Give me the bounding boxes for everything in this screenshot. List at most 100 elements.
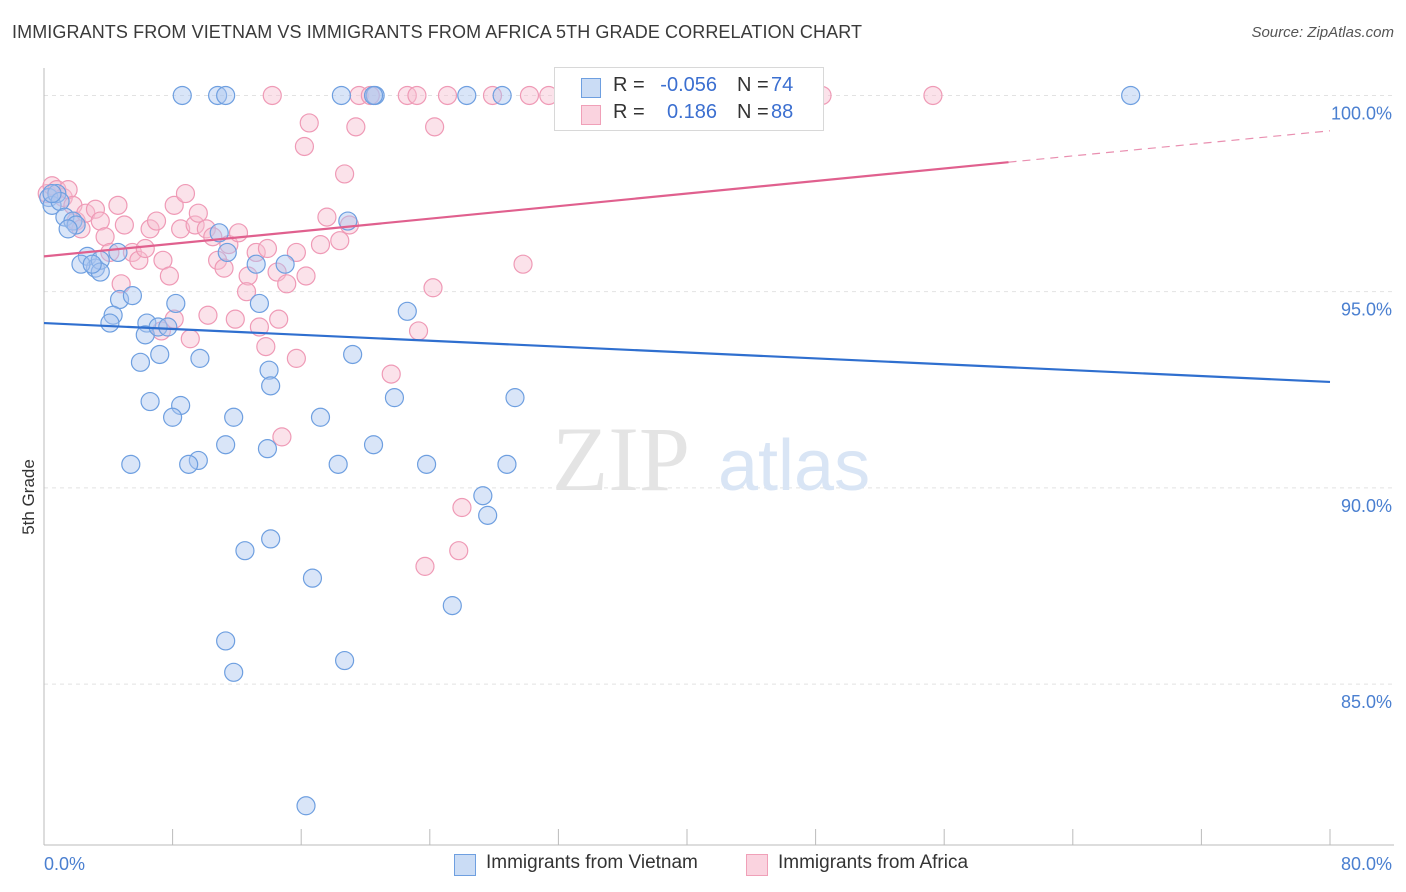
vietnam-point	[331, 85, 351, 106]
africa-point	[196, 219, 216, 239]
vietnam-point	[261, 376, 281, 396]
africa-point	[299, 113, 319, 133]
vietnam-point	[208, 85, 228, 106]
vietnam-point	[190, 348, 210, 368]
africa-point	[437, 85, 458, 106]
vietnam-point	[158, 317, 178, 337]
africa-point	[198, 305, 218, 325]
africa-point	[85, 199, 106, 219]
africa-point	[407, 85, 427, 106]
vietnam-point	[50, 191, 70, 212]
vietnam-point	[457, 85, 477, 106]
africa-point	[425, 117, 445, 137]
africa-swatch	[581, 105, 601, 125]
africa-point	[256, 337, 276, 357]
africa-point	[452, 497, 472, 518]
series-legend: Immigrants from Vietnam Immigrants from …	[0, 852, 1406, 878]
africa-point	[236, 282, 257, 302]
vietnam-point	[121, 454, 141, 474]
africa-point	[262, 85, 282, 106]
x-tick-label: 80.0%	[1341, 854, 1392, 874]
africa-point	[310, 234, 331, 255]
vietnam-point	[224, 662, 244, 682]
vietnam-point	[58, 219, 78, 239]
vietnam-point	[224, 407, 244, 427]
africa-point	[208, 250, 228, 270]
x-tick-label: 0.0%	[44, 854, 85, 874]
vietnam-point	[216, 435, 236, 455]
africa-point	[415, 556, 435, 576]
vietnam-point	[249, 293, 270, 314]
vietnam-point	[363, 435, 384, 455]
africa-point	[317, 207, 337, 227]
africa-trend-extension	[1008, 130, 1331, 163]
africa-trend-line	[43, 161, 1009, 258]
vietnam-point	[130, 352, 151, 372]
africa-point	[100, 242, 120, 263]
africa-point	[330, 231, 350, 251]
africa-point	[228, 223, 249, 243]
africa-point	[923, 85, 943, 106]
r-value: -0.056	[660, 74, 717, 96]
africa-point	[225, 309, 245, 329]
vietnam-point	[82, 254, 102, 274]
africa-point	[286, 348, 306, 368]
vietnam-point	[166, 293, 186, 314]
africa-point	[146, 211, 167, 231]
legend-label-vietnam: Immigrants from Vietnam	[486, 852, 698, 873]
africa-point	[423, 278, 443, 298]
vietnam-point	[188, 450, 208, 471]
vietnam-point	[1121, 85, 1141, 106]
vietnam-point	[384, 388, 405, 408]
vietnam-point	[100, 313, 120, 333]
africa-point	[108, 195, 128, 215]
vietnam-point	[478, 505, 498, 525]
africa-point	[513, 254, 533, 274]
vietnam-point	[235, 541, 255, 561]
africa-point	[294, 136, 315, 157]
vietnam-point	[296, 796, 316, 816]
vietnam-point	[275, 254, 295, 274]
vietnam-point	[310, 407, 331, 427]
africa-point	[346, 117, 366, 137]
africa-point	[140, 219, 160, 239]
vietnam-point	[505, 388, 525, 408]
vietnam-point	[42, 183, 62, 204]
vietnam-point	[257, 439, 278, 459]
vietnam-point	[497, 454, 517, 474]
r-label: R =	[613, 74, 645, 96]
n-label: N =	[737, 74, 769, 96]
africa-point	[159, 266, 179, 286]
africa-point	[111, 274, 131, 294]
vietnam-trend-line	[43, 321, 1331, 384]
vietnam-point	[259, 360, 279, 380]
africa-point	[449, 541, 469, 561]
vietnam-point	[302, 568, 323, 588]
vietnam-point	[108, 242, 128, 263]
africa-point	[129, 250, 149, 270]
vietnam-point	[179, 454, 199, 474]
vietnam-point	[172, 85, 192, 106]
vietnam-point	[492, 85, 512, 106]
vietnam-point	[442, 596, 462, 616]
vietnam-point	[363, 85, 384, 106]
vietnam-swatch	[454, 854, 476, 876]
n-value: 88	[771, 101, 794, 123]
vietnam-point	[216, 631, 236, 651]
vietnam-point	[246, 254, 266, 274]
watermark: ZIP atlas	[552, 408, 870, 510]
africa-swatch	[746, 854, 768, 876]
vietnam-point	[150, 344, 170, 365]
chart-title: IMMIGRANTS FROM VIETNAM VS IMMIGRANTS FR…	[12, 22, 863, 42]
r-value: 0.186	[666, 101, 717, 123]
vietnam-swatch	[581, 78, 601, 98]
watermark-zip: ZIP	[552, 408, 690, 510]
africa-point	[482, 85, 503, 106]
source-label: Source: ZipAtlas.com	[1251, 24, 1394, 41]
africa-point	[188, 203, 208, 223]
y-tick-label: 100.0%	[1331, 103, 1392, 123]
vietnam-point	[216, 85, 236, 106]
n-value: 74	[771, 74, 794, 96]
vietnam-point	[335, 650, 355, 671]
